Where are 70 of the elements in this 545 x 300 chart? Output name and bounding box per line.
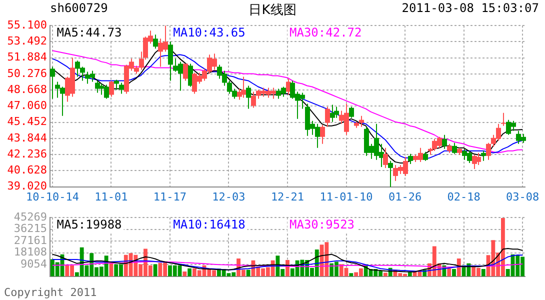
candlestick: [383, 147, 388, 168]
y-tick-label: 18108: [14, 246, 47, 259]
x-tick-label: 11-01-10: [320, 190, 373, 204]
y-tick-label: 51.884: [7, 50, 48, 64]
y-tick-label: 48.668: [7, 82, 47, 96]
x-tick-label: 02-18: [447, 190, 480, 204]
candlestick: [334, 106, 339, 118]
bar: [447, 268, 452, 276]
bar: [481, 268, 486, 276]
x-tick-label: 12-21: [270, 190, 304, 204]
candlestick: [408, 153, 413, 164]
text: MA30:42.72: [290, 26, 362, 40]
x-tick-label: 01-26: [388, 190, 422, 204]
candlestick: [241, 76, 246, 98]
y-tick-label: 36215: [14, 222, 47, 236]
x-tick-label: 03-08: [506, 190, 540, 204]
text: MA30:9523: [290, 218, 355, 232]
x-tick-label: 12-03: [212, 190, 246, 204]
candlestick: [168, 41, 173, 82]
candlestick: [320, 124, 325, 144]
y-tick-label: 45.452: [7, 115, 47, 128]
y-tick-label: 43.844: [7, 131, 48, 144]
x-tick-label: 10-10-14: [26, 190, 80, 204]
y-tick-label: 50.276: [7, 66, 47, 80]
candlestick: [481, 150, 486, 162]
candlestick: [325, 106, 330, 128]
x-tick-label: 11-01: [94, 190, 128, 204]
candlestick: [109, 80, 114, 98]
y-tick-label: 45269: [14, 210, 47, 224]
chart-title: 日K线图: [248, 3, 296, 18]
bar: [188, 268, 192, 276]
text: Copyright 2011: [4, 286, 97, 299]
y-tick-label: 47.060: [7, 99, 47, 112]
candlestick: [50, 66, 55, 100]
candlestick: [501, 112, 506, 126]
candlestick: [251, 91, 256, 108]
bar: [452, 268, 456, 276]
candlestick: [476, 152, 481, 166]
y-tick-label: 27161: [14, 234, 47, 247]
bar: [182, 271, 187, 276]
y-tick-label: 53.492: [7, 34, 47, 48]
y-tick-label: 40.628: [7, 164, 47, 177]
candlestick: [153, 34, 158, 50]
text: MA5:44.73: [56, 26, 122, 40]
candlestick: [486, 142, 491, 160]
candlestick: [114, 79, 119, 90]
bar: [246, 270, 250, 276]
bar: [349, 273, 354, 276]
text: 2011-03-08 15:03:07: [402, 1, 539, 15]
candlestick: [183, 63, 188, 82]
y-tick-label: 9054: [20, 258, 48, 270]
candlestick: [452, 142, 457, 154]
candlestick: [447, 143, 452, 154]
text: MA10:16418: [173, 218, 246, 232]
candlestick: [349, 106, 354, 118]
series-label: MA10:43.65: [173, 26, 246, 40]
y-tick-label: 42.236: [7, 147, 47, 160]
y-tick-label: 39.020: [7, 180, 47, 193]
x-tick-label: 11-17: [153, 190, 187, 204]
candlestick: [359, 115, 364, 128]
candlestick: [95, 80, 100, 94]
candlestick: [423, 151, 428, 162]
y-tick-label: 55.100: [7, 18, 47, 32]
candlestick: [246, 85, 251, 110]
candlestick: [442, 134, 447, 150]
series-label: MA5:19988: [56, 218, 122, 232]
candlestick: [119, 82, 124, 94]
candlestick: [330, 104, 335, 122]
candlestick: [388, 160, 393, 188]
text: sh600729: [50, 1, 108, 15]
